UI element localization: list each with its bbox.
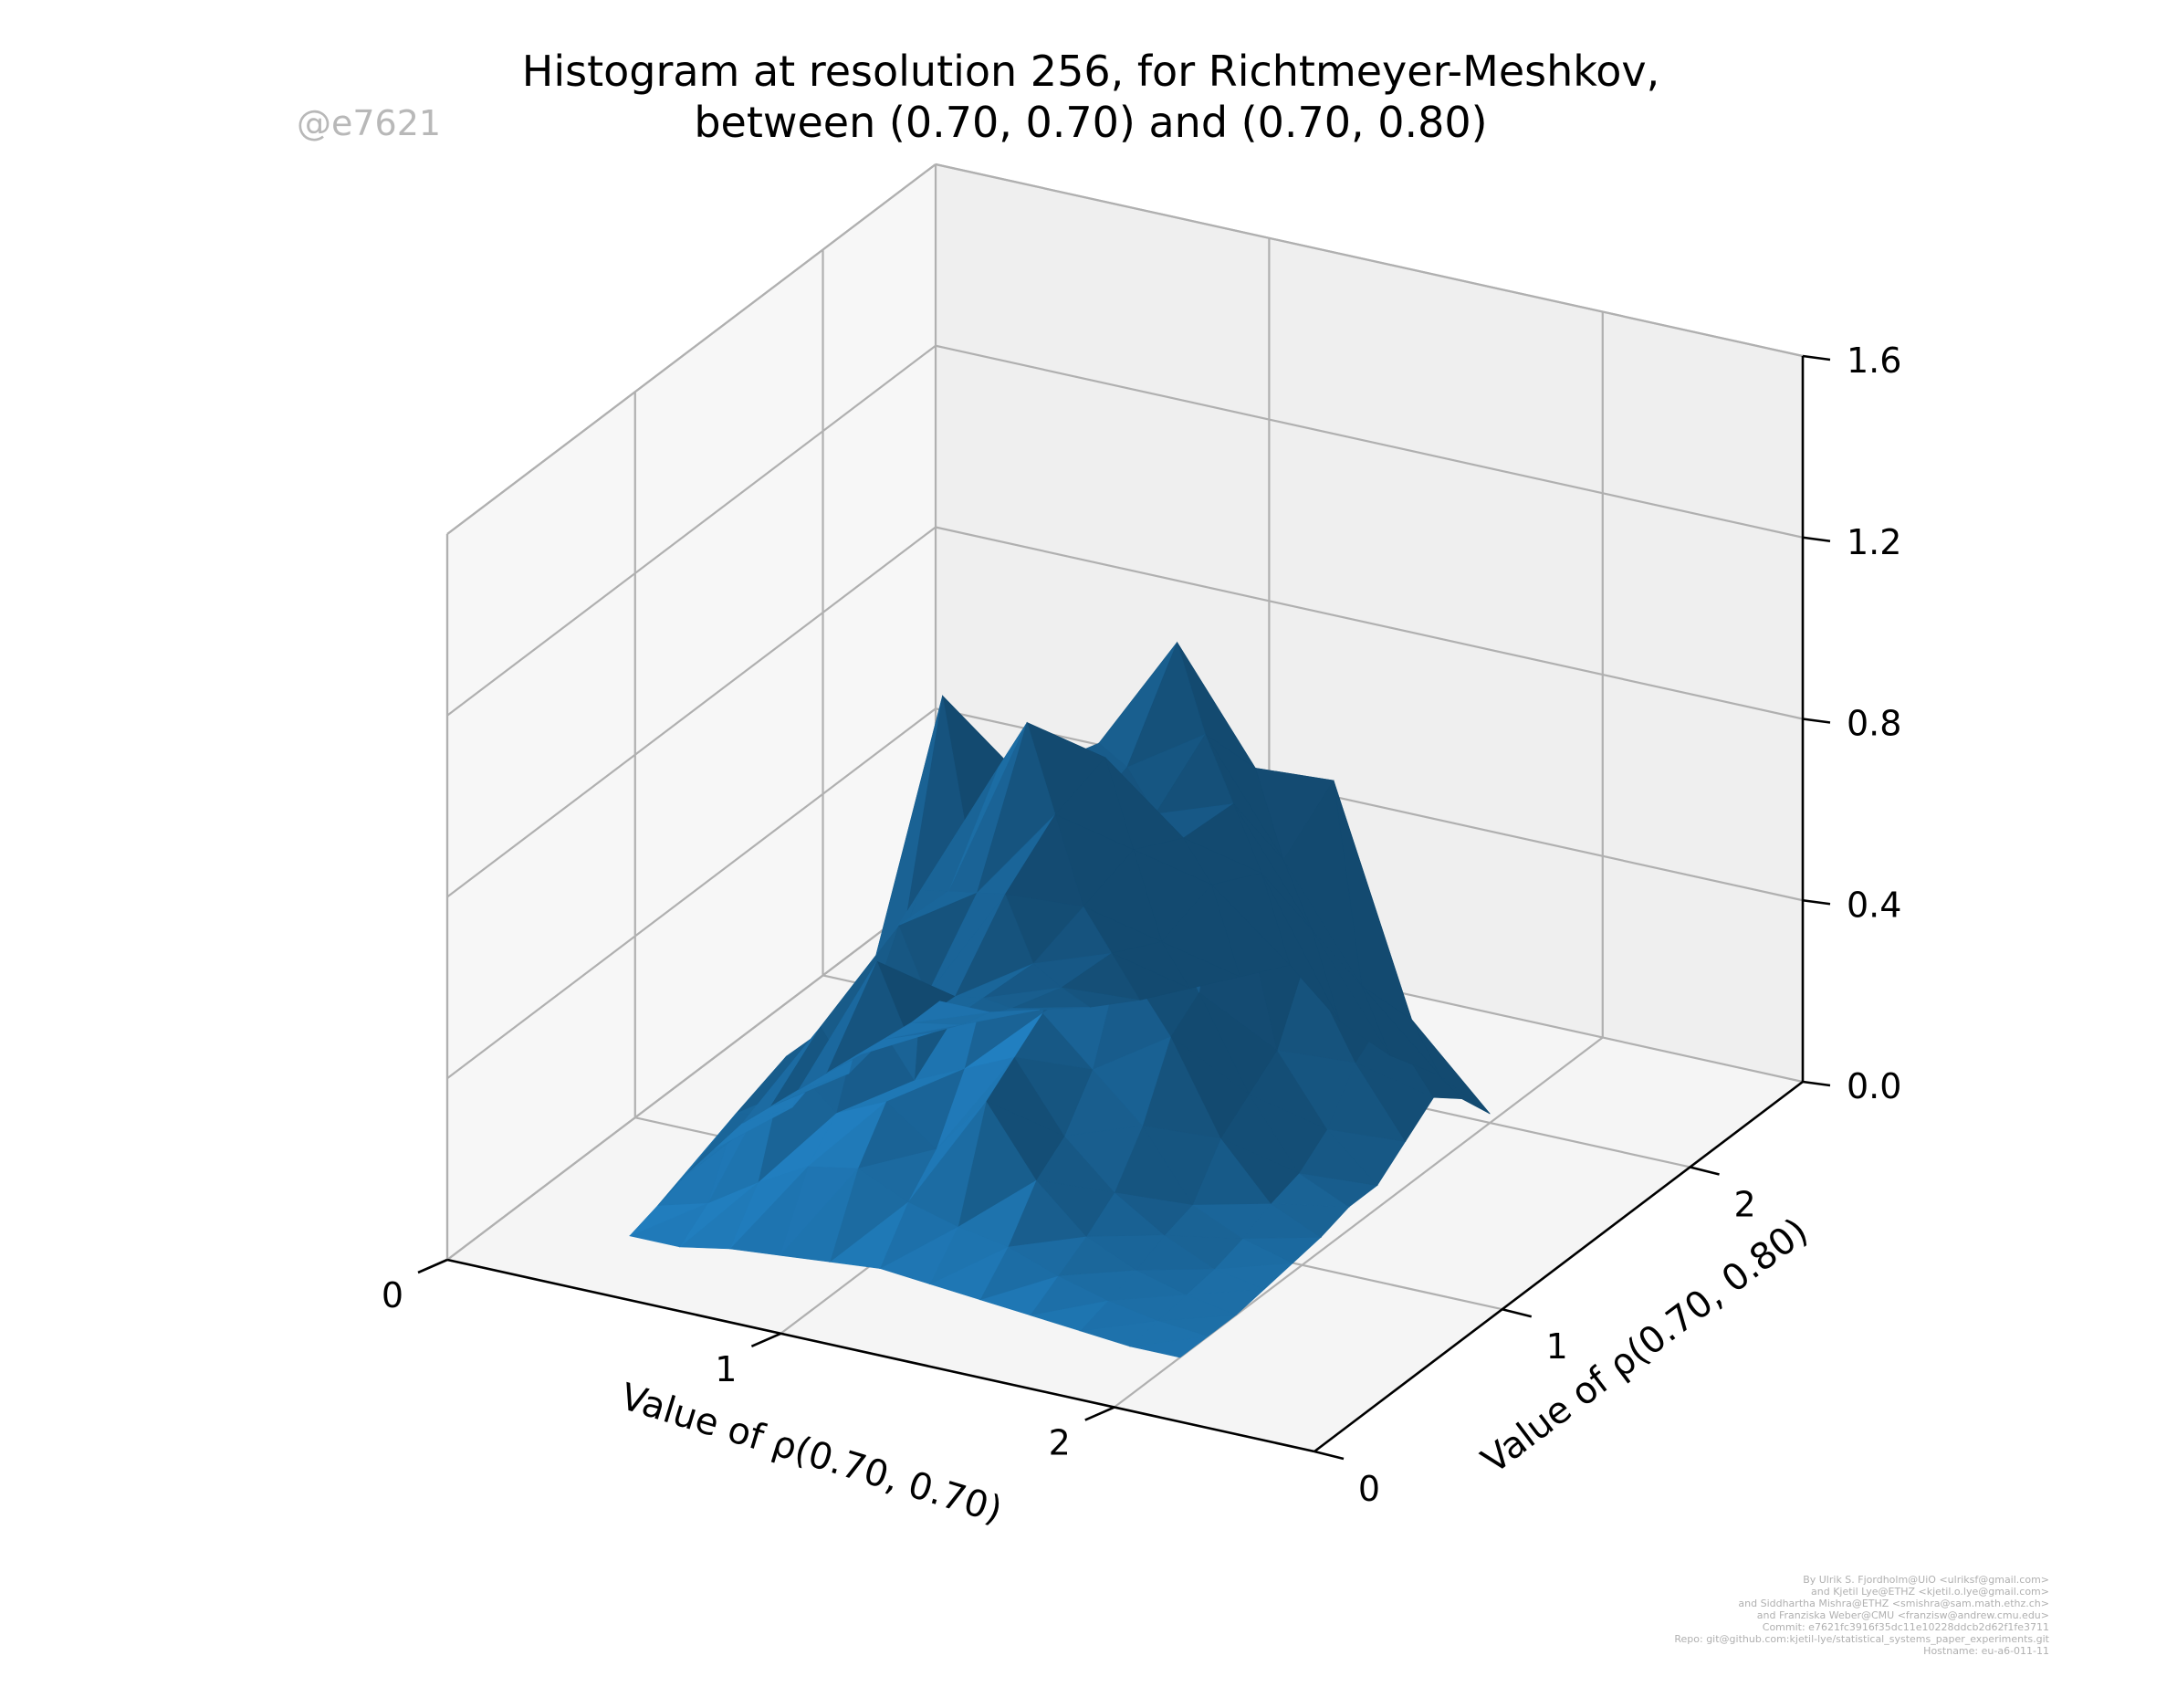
z-tick-mark [1802,718,1831,724]
y-tick-mark [1502,1307,1533,1318]
gridline-z-back [935,526,1804,720]
surface-facet [910,1001,990,1023]
pane-edge [935,162,1804,358]
x-axis-line [446,1258,1315,1453]
gridline-x-floor [446,889,937,1261]
x-tick-mark [1084,1406,1115,1421]
chart-title-line1: Histogram at resolution 256, for Richtme… [522,47,1660,96]
x-axis-label: Value of ρ(0.70, 0.70) [616,1376,1007,1532]
z-tick-label: 1.2 [1847,522,1901,562]
credit-line: and Franziska Weber@CMU <franzisw@andrew… [1757,1609,2049,1621]
z-tick-label: 0.0 [1847,1066,1901,1106]
x-tick-label: 0 [382,1275,403,1315]
gridline-z-back [935,344,1804,539]
y-tick-mark [1690,1166,1720,1176]
x-tick-mark [417,1258,448,1274]
chart-title-line2: between (0.70, 0.70) and (0.70, 0.80) [694,98,1487,147]
y-tick-label: 2 [1733,1184,1755,1224]
x-tick-label: 1 [715,1349,737,1389]
gridline-z-left [446,707,937,1080]
surface-mesh [628,641,1491,1358]
gridline-z-back [935,707,1804,902]
gridline-z-left [446,344,937,717]
credit-line: Repo: git@github.com:kjetil-lye/statisti… [1674,1633,2049,1645]
credit-line: Hostname: eu-a6-011-11 [1923,1645,2049,1657]
credits-block: By Ulrik S. Fjordholm@UiO <ulriksf@gmail… [1674,1574,2049,1657]
z-tick-label: 0.4 [1847,885,1901,925]
watermark: @e7621 [297,103,441,143]
y-tick-label: 1 [1546,1326,1568,1367]
gridline-z-left [446,526,937,898]
y-tick-label: 0 [1358,1469,1380,1509]
credit-line: and Kjetil Lye@ETHZ <kjetil.o.lye@gmail.… [1811,1586,2049,1598]
z-tick-mark [1802,1080,1831,1087]
axis-lines [417,354,1831,1461]
z-tick-label: 1.6 [1847,341,1901,381]
z-tick-mark [1802,354,1831,362]
credit-line: and Siddhartha Mishra@ETHZ <smishra@sam.… [1738,1598,2049,1609]
z-tick-mark [1802,898,1831,906]
y-axis-line [1314,1080,1804,1453]
z-tick-label: 0.8 [1847,704,1901,744]
x-tick-mark [750,1332,781,1347]
pane-edge [446,163,937,535]
credit-line: By Ulrik S. Fjordholm@UiO <ulriksf@gmail… [1803,1574,2049,1586]
tick-labels: 0 1 2 0 1 2 0.0 0.4 0.8 1.2 1.6 [382,341,1902,1509]
z-tick-mark [1802,536,1831,543]
x-tick-label: 2 [1049,1423,1071,1463]
credit-line: Commit: e7621fc3916f35dc11e10228ddcb2d62… [1763,1621,2049,1633]
y-tick-mark [1314,1450,1345,1461]
